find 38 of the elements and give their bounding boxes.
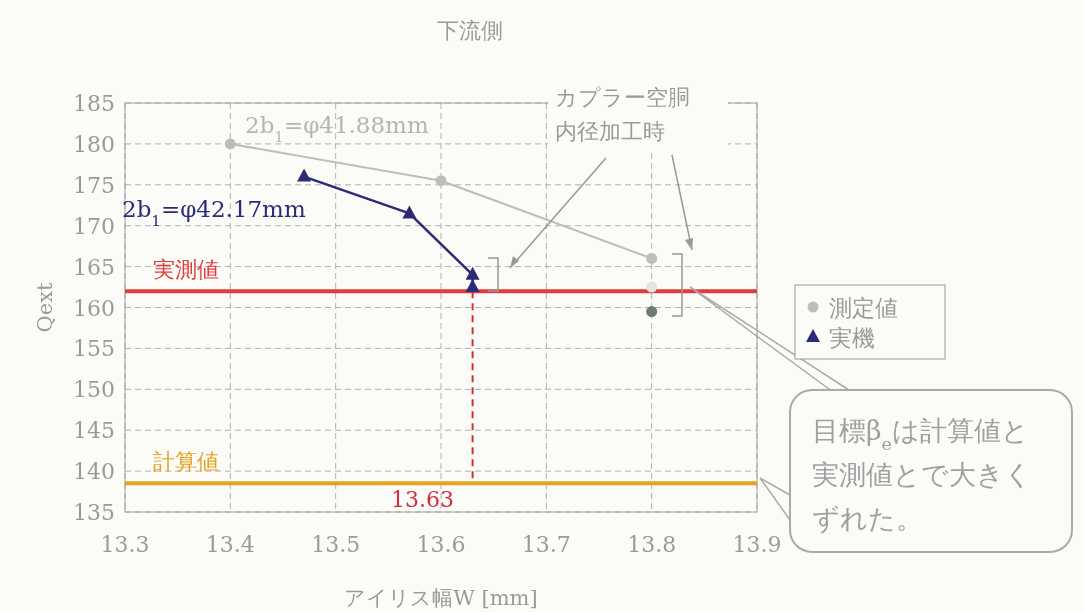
y-tick-label: 170: [73, 213, 115, 239]
y-tick-label: 165: [73, 254, 115, 280]
chart-title: 下流側: [437, 18, 503, 43]
y-tick-label: 145: [73, 418, 115, 444]
y-tick-label: 160: [73, 295, 115, 321]
y-tick-label: 135: [73, 500, 115, 525]
y-axis-title: Qext: [33, 281, 57, 333]
y-tick-label: 140: [73, 459, 115, 485]
ref-line-label: 実測値: [153, 257, 219, 283]
y-tick-label: 155: [73, 336, 115, 362]
point: [224, 138, 236, 150]
x-tick-label: 13.4: [205, 532, 255, 557]
point: [646, 306, 658, 318]
y-tick-label: 185: [73, 91, 115, 116]
point: [402, 205, 417, 219]
y-tick-label: 150: [73, 377, 115, 403]
x-tick-label: 13.5: [311, 532, 361, 557]
legend-label: 測定値: [829, 295, 898, 321]
x-tick-label: 13.8: [627, 532, 677, 557]
annotation: カプラー空胴内径加工時: [555, 85, 690, 144]
point: [465, 279, 480, 293]
x-tick-label: 13.3: [100, 532, 150, 557]
annotation: 2b$_{1}$=φ41.88mm: [245, 112, 429, 146]
y-tick-label: 180: [73, 131, 115, 157]
point: [646, 252, 658, 264]
y-tick-label: 175: [73, 172, 115, 198]
x-tick-label: 13.6: [416, 532, 466, 557]
x-tick-label: 13.9: [732, 532, 782, 557]
point: [465, 266, 480, 280]
ref-line-label: 13.63: [391, 487, 455, 513]
point: [435, 175, 447, 187]
point: [297, 168, 312, 182]
x-axis-title: アイリス幅W [mm]: [344, 586, 538, 610]
x-tick-label: 13.7: [521, 532, 571, 557]
point: [646, 281, 658, 293]
legend-label: 実機: [829, 325, 875, 351]
annotation: 2b$_{1}$=φ42.17mm: [122, 196, 306, 230]
ref-line-label: 計算値: [153, 449, 219, 475]
